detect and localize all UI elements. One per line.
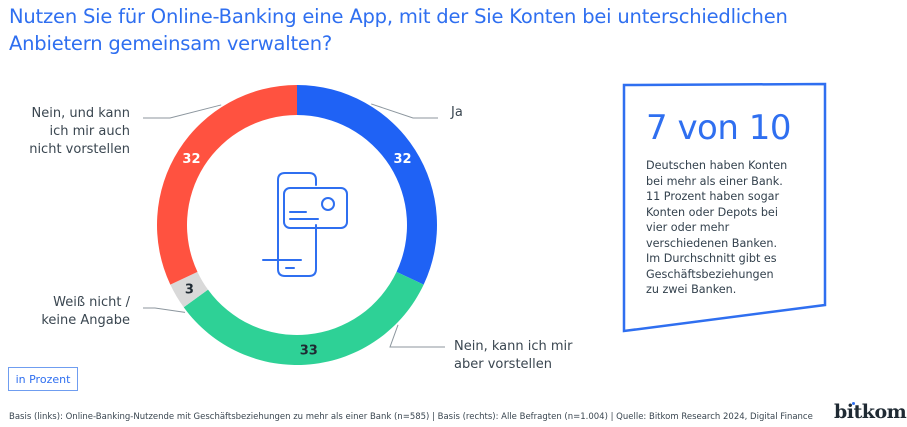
key-fact-line: Konten oder Depots bei bbox=[646, 205, 778, 219]
donut-slice bbox=[170, 271, 209, 308]
slice-label-ja: Ja bbox=[451, 104, 463, 122]
bitkom-logo: bitkom bbox=[834, 401, 907, 423]
value-label: 32 bbox=[393, 152, 411, 167]
slice-label-weiss-nicht: Weiß nicht / keine Angabe bbox=[20, 294, 130, 330]
phone-with-card-icon bbox=[262, 172, 348, 277]
key-fact-text: Deutschen haben Konten bei mehr als eine… bbox=[646, 158, 806, 298]
key-fact-headline: 7 von 10 bbox=[646, 108, 791, 148]
slice-label-line: Weiß nicht / bbox=[53, 295, 130, 310]
key-fact-line: verschiedenen Banken. bbox=[646, 236, 777, 250]
value-label: 32 bbox=[182, 152, 200, 167]
leader-line bbox=[143, 307, 186, 313]
value-label: 3 bbox=[185, 283, 194, 298]
slice-label-line: ich mir auch bbox=[49, 124, 130, 139]
donut-slices bbox=[156, 85, 437, 365]
leader-line bbox=[389, 324, 445, 348]
chart-title-line-2: Anbietern gemeinsam verwalten? bbox=[9, 32, 333, 55]
leader-lines bbox=[143, 103, 445, 348]
source-footnote: Basis (links): Online-Banking-Nutzende m… bbox=[9, 412, 813, 422]
key-fact-line: zu zwei Banken. bbox=[646, 283, 737, 296]
slice-label-line: Nein, und kann bbox=[31, 106, 130, 121]
key-fact-line: bei mehr als einer Bank. bbox=[646, 174, 783, 188]
slice-label-line: aber vorstellen bbox=[454, 357, 553, 372]
donut-slice bbox=[297, 85, 437, 285]
key-fact-line: Geschäftsbeziehungen bbox=[646, 267, 774, 281]
unit-badge: in Prozent bbox=[8, 367, 78, 391]
donut-slice bbox=[183, 271, 424, 365]
slice-label-line: nicht vorstellen bbox=[29, 142, 130, 157]
chart-title: Nutzen Sie für Online-Banking eine App, … bbox=[9, 3, 889, 57]
key-fact-line: 11 Prozent haben sogar bbox=[646, 190, 780, 203]
leader-line bbox=[143, 104, 222, 119]
slice-label-line: keine Angabe bbox=[41, 313, 130, 328]
slice-label-line: Nein, kann ich mir bbox=[454, 339, 573, 354]
value-label: 33 bbox=[300, 343, 318, 358]
slice-label-line: Ja bbox=[451, 105, 463, 120]
slice-label-nein-aber-vorstellen: Nein, kann ich mir aber vorstellen bbox=[454, 338, 572, 374]
logo-dot bbox=[852, 402, 855, 405]
key-fact-line: vier oder mehr bbox=[646, 221, 730, 234]
donut-slice bbox=[156, 85, 297, 285]
leader-line bbox=[371, 103, 438, 119]
key-fact-line: Im Durchschnitt gibt es bbox=[646, 252, 777, 265]
slice-label-nein-nicht-vorstellen: Nein, und kann ich mir auch nicht vorste… bbox=[10, 105, 130, 159]
chart-title-line-1: Nutzen Sie für Online-Banking eine App, … bbox=[9, 5, 788, 28]
key-fact-line: Deutschen haben Konten bbox=[646, 159, 788, 172]
